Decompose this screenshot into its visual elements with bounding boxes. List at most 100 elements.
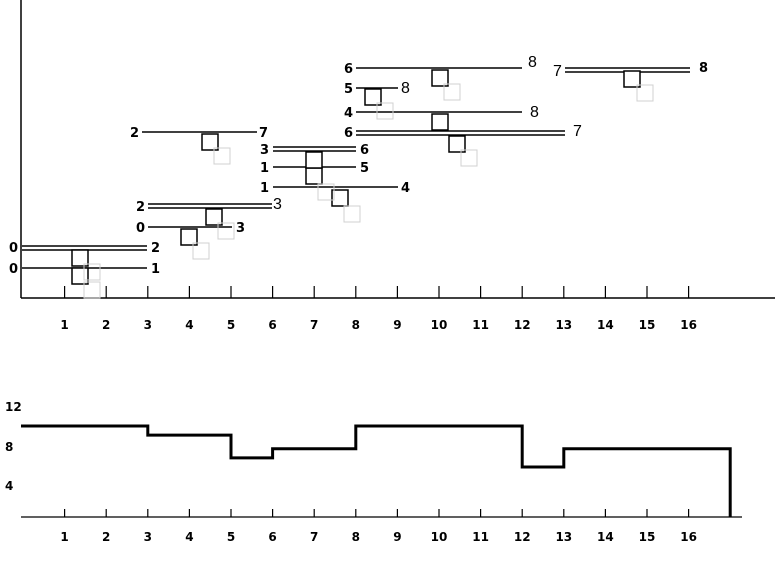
axis-tick-label: 3: [144, 318, 152, 332]
marker-square: [305, 151, 323, 169]
marker-square: [71, 249, 89, 267]
interval-left-label: 4: [344, 106, 353, 121]
marker-square: [364, 88, 382, 106]
interval: 6 7: [344, 123, 582, 141]
axis-tick-label: 3: [144, 530, 152, 544]
interval-right-label: 4: [401, 181, 410, 196]
interval-left-label: 0: [136, 221, 145, 236]
shadow-square: [460, 149, 478, 167]
interval-right-label: 7: [259, 126, 268, 141]
interval-right-label: 8: [530, 104, 539, 121]
axis-tick-label: 13: [555, 318, 572, 332]
interval-right-label: 1: [151, 262, 160, 277]
y-axis-label: 4: [5, 479, 13, 493]
interval-left-label: 3: [260, 143, 269, 158]
marker-square: [431, 69, 449, 87]
shadow-markers: [83, 83, 654, 299]
interval-left-label: 6: [344, 126, 353, 141]
shadow-square: [217, 222, 235, 240]
axis-tick-label: 6: [268, 318, 276, 332]
y-axis-label: 12: [5, 400, 22, 414]
marker-square: [448, 135, 466, 153]
shadow-square: [317, 183, 335, 201]
axis-tick-label: 9: [393, 530, 401, 544]
interval-right-label: 6: [360, 143, 369, 158]
axis-tick-label: 14: [597, 530, 614, 544]
marker-square: [205, 208, 223, 226]
axis-tick-label: 7: [310, 318, 318, 332]
marker-square: [180, 228, 198, 246]
axis-tick-label: 4: [185, 530, 193, 544]
interval-right-label: 8: [699, 61, 708, 76]
shadow-square: [83, 263, 101, 281]
interval: 1 4: [260, 181, 410, 196]
interval-left-label: 0: [9, 262, 18, 277]
axis-tick-label: 12: [514, 318, 531, 332]
interval-right-label: 7: [573, 123, 582, 140]
interval-right-label: 8: [401, 80, 410, 97]
shadow-square: [443, 83, 461, 101]
interval-right-label: 3: [273, 196, 282, 213]
interval: 3 6: [260, 143, 369, 158]
axis-tick-label: 15: [639, 318, 656, 332]
axis-tick-label: 2: [102, 318, 110, 332]
y-axis-label: 8: [5, 440, 13, 454]
shadow-square: [343, 205, 361, 223]
axis-tick-label: 2: [102, 530, 110, 544]
interval-left-label: 1: [260, 161, 269, 176]
interval-left-label: 1: [260, 181, 269, 196]
interval-left-label: 2: [130, 126, 139, 141]
axis-tick-label: 10: [431, 530, 448, 544]
step-line: [21, 424, 732, 517]
axis-tick-label: 13: [555, 530, 572, 544]
interval: 2 3: [136, 196, 282, 215]
top-diagram: 1 2 3 4 5 6 7 8 9 10 11 12 13 14 15 16 0 1 0 2 0 3 2 3: [9, 0, 775, 332]
interval-right-label: 2: [151, 241, 160, 256]
axis-tick-label: 14: [597, 318, 614, 332]
marker-square: [201, 133, 219, 151]
interval-right-label: 5: [360, 161, 369, 176]
shadow-square: [213, 147, 231, 165]
axis-tick-label: 7: [310, 530, 318, 544]
axis-tick-label: 15: [639, 530, 656, 544]
interval: 2 7: [130, 126, 268, 141]
axis-tick-label: 16: [680, 530, 697, 544]
axis-tick-label: 10: [431, 318, 448, 332]
interval: 5 8: [344, 80, 410, 97]
shadow-square: [192, 242, 210, 260]
axis-tick-label: 16: [680, 318, 697, 332]
marker-square: [331, 189, 349, 207]
top-axis-ticks: 1 2 3 4 5 6 7 8 9 10 11 12 13 14 15 16: [60, 286, 697, 332]
axis-tick-label: 9: [393, 318, 401, 332]
marker-square: [623, 70, 641, 88]
bottom-y-axis-labels: 12 8 4: [5, 400, 22, 493]
interval-left-label: 5: [344, 82, 353, 97]
axis-tick-label: 12: [514, 530, 531, 544]
interval-left-label: 0: [9, 241, 18, 256]
interval: 6 8: [344, 54, 537, 77]
interval: 4 8: [344, 104, 539, 121]
bottom-x-axis-ticks: 1 2 3 4 5 6 7 8 9 10 11 12 13 14 15 16: [60, 509, 697, 544]
shadow-square: [376, 102, 394, 120]
axis-tick-label: 8: [352, 318, 360, 332]
marker-square: [431, 113, 449, 131]
interval-left-label: 2: [136, 200, 145, 215]
shadow-square: [636, 84, 654, 102]
axis-tick-label: 5: [227, 530, 235, 544]
step-series: [21, 424, 732, 517]
interval-right-label: 8: [528, 54, 537, 71]
axis-tick-label: 6: [268, 530, 276, 544]
axis-tick-label: 11: [472, 318, 489, 332]
interval-left-label: 6: [344, 62, 353, 77]
axis-tick-label: 11: [472, 530, 489, 544]
interval-right-label: 3: [236, 221, 245, 236]
axis-tick-label: 4: [185, 318, 193, 332]
interval-left-label: 7: [553, 63, 562, 80]
axis-tick-label: 1: [60, 530, 68, 544]
axis-tick-label: 5: [227, 318, 235, 332]
axis-tick-label: 8: [352, 530, 360, 544]
shadow-square: [83, 281, 101, 299]
axis-tick-label: 1: [60, 318, 68, 332]
